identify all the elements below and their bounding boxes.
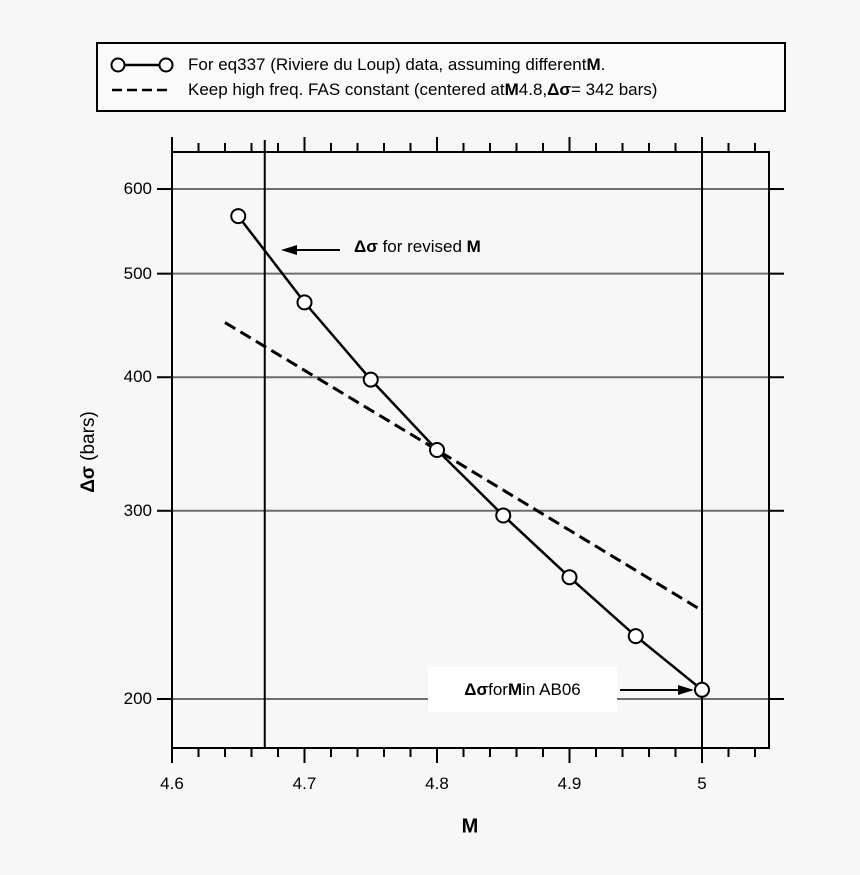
data-point-marker bbox=[694, 681, 710, 698]
circle-line-marker-icon bbox=[110, 57, 174, 73]
delta-sigma-symbol: Δσ bbox=[354, 237, 378, 256]
y-tick-label: 200 bbox=[123, 689, 152, 708]
y-tick-label: 600 bbox=[123, 179, 152, 199]
x-axis-label: M bbox=[461, 815, 479, 838]
data-point-marker bbox=[561, 569, 578, 586]
data-point-marker bbox=[627, 628, 644, 645]
y-tick-label: 300 bbox=[123, 500, 152, 520]
x-tick-label: 4.8 bbox=[425, 774, 449, 793]
legend-entry-eq337: For eq337 (Riviere du Loup) data, assumi… bbox=[110, 53, 605, 77]
legend-text: 4.8, bbox=[518, 80, 548, 99]
y-axis-symbol: Δσ bbox=[78, 466, 99, 493]
legend-text-bold: Δσ bbox=[547, 80, 571, 99]
annotation-text: in AB06 bbox=[522, 679, 581, 699]
legend-text: = 342 bars) bbox=[570, 80, 658, 99]
plot-frame bbox=[171, 151, 770, 749]
data-point-marker bbox=[495, 507, 512, 524]
legend: For eq337 (Riviere du Loup) data, assumi… bbox=[96, 42, 786, 112]
annotation-text-bold: M bbox=[507, 679, 523, 699]
arrow-revised-m-head-icon bbox=[281, 245, 297, 255]
series-eq337-line bbox=[237, 215, 703, 691]
data-point-marker bbox=[429, 441, 445, 458]
annotation-text-bold: M bbox=[466, 237, 481, 256]
data-point-marker bbox=[230, 208, 247, 225]
annotation-text: for revised bbox=[377, 237, 467, 256]
x-tick-label: 4.9 bbox=[557, 774, 582, 793]
legend-text-bold: M bbox=[586, 55, 601, 74]
legend-text: Keep high freq. FAS constant (centered a… bbox=[188, 80, 505, 99]
data-point-marker bbox=[296, 294, 313, 311]
legend-text: For eq337 (Riviere du Loup) data, assumi… bbox=[188, 55, 587, 74]
x-tick-label: 5 bbox=[697, 774, 707, 793]
y-axis-label: Δσ (bars) bbox=[78, 411, 100, 493]
dashed-line-icon bbox=[112, 88, 172, 92]
y-axis-unit: (bars) bbox=[78, 411, 99, 467]
data-point-marker bbox=[362, 371, 379, 388]
annotation-ab06: Δσ for M in AB06 bbox=[428, 667, 617, 712]
y-tick-label: 400 bbox=[123, 367, 152, 387]
y-tick-label: 500 bbox=[123, 263, 152, 283]
series-constant-fas-line bbox=[224, 321, 703, 612]
legend-text-tail: . bbox=[600, 55, 606, 74]
arrow-ab06-head-icon bbox=[678, 685, 694, 695]
x-tick-label: 4.7 bbox=[292, 774, 317, 793]
annotation-text: for bbox=[488, 679, 508, 699]
legend-entry-constant-fas: Keep high freq. FAS constant (centered a… bbox=[110, 78, 657, 102]
annotation-revised-m: Δσ for revised M bbox=[354, 237, 481, 257]
legend-text-bold: M bbox=[504, 80, 519, 99]
x-tick-label: 4.6 bbox=[160, 774, 184, 793]
delta-sigma-symbol: Δσ bbox=[464, 679, 489, 699]
